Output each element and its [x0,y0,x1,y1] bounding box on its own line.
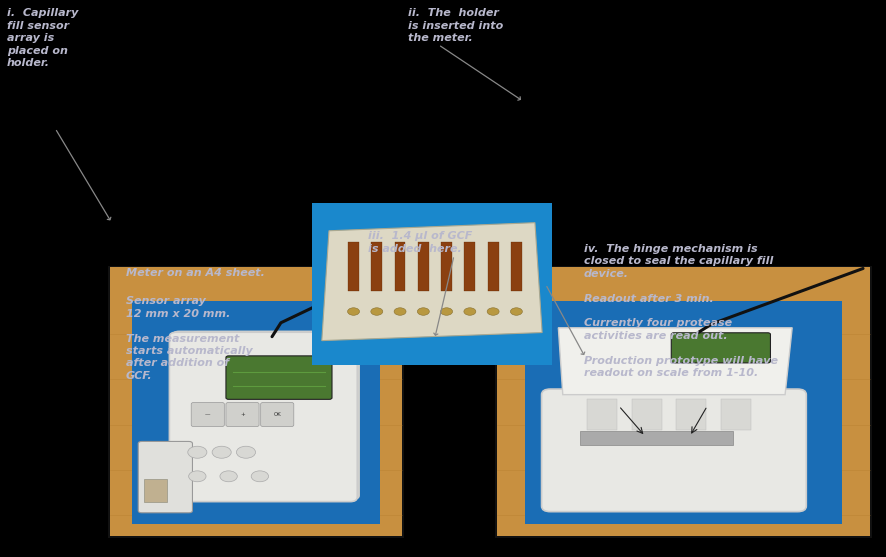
Circle shape [509,308,522,315]
Bar [312,203,551,365]
FancyBboxPatch shape [138,442,192,513]
Circle shape [440,308,452,315]
Bar [464,242,475,291]
Text: i.  Capillary
fill sensor
array is
placed on
holder.: i. Capillary fill sensor array is placed… [7,8,78,68]
Bar [510,242,521,291]
FancyBboxPatch shape [169,332,357,502]
Circle shape [393,308,406,315]
Text: OK: OK [273,412,281,417]
Bar [110,267,401,536]
Bar [417,242,428,291]
Polygon shape [557,328,791,395]
Circle shape [370,308,383,315]
Bar [494,266,871,538]
Circle shape [189,471,206,482]
Circle shape [220,471,237,482]
Bar [108,266,403,538]
Bar [525,301,841,524]
Text: +: + [240,412,245,417]
Circle shape [417,308,429,315]
Circle shape [212,446,231,458]
Circle shape [486,308,499,315]
Text: iv.  The hinge mechanism is
closed to seal the capillary fill
device.

Readout a: iv. The hinge mechanism is closed to sea… [583,244,777,378]
FancyBboxPatch shape [226,356,331,399]
Bar [487,242,498,291]
FancyBboxPatch shape [226,402,259,427]
Bar [579,432,733,445]
Text: iii.  1.4 µl of GCF
is added  here.: iii. 1.4 µl of GCF is added here. [368,231,472,253]
FancyBboxPatch shape [671,333,770,363]
Text: —: — [205,412,210,417]
FancyBboxPatch shape [191,402,224,427]
Polygon shape [322,223,541,341]
Bar [394,242,405,291]
Bar [496,267,869,536]
Bar [347,242,359,291]
Circle shape [463,308,475,315]
Bar [371,242,382,291]
Bar [720,399,750,431]
FancyBboxPatch shape [172,330,360,500]
Text: Meter on an A4 sheet.: Meter on an A4 sheet. [126,268,265,278]
Text: Sensor array
12 mm x 20 mm.

The measurement
starts automatically
after addition: Sensor array 12 mm x 20 mm. The measurem… [126,296,253,381]
FancyBboxPatch shape [260,402,293,427]
Bar [676,399,705,431]
FancyBboxPatch shape [541,389,805,512]
Circle shape [188,446,206,458]
Circle shape [347,308,359,315]
Bar [631,399,661,431]
Circle shape [251,471,268,482]
Bar [440,242,452,291]
Circle shape [237,446,255,458]
Bar [132,301,379,524]
Bar [587,399,617,431]
Text: ii.  The  holder
is inserted into
the meter.: ii. The holder is inserted into the mete… [408,8,502,43]
Bar [144,480,167,502]
